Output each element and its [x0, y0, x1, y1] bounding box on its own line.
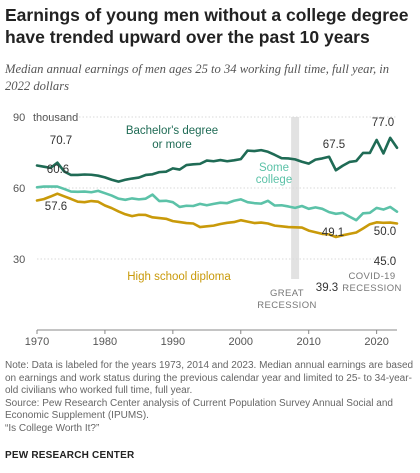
series-label: or more: [152, 139, 192, 151]
series-label: High school diploma: [127, 271, 231, 283]
great-recession-label: RECESSION: [257, 300, 317, 311]
data-label: 50.0: [374, 226, 396, 238]
data-label: 60.6: [47, 164, 69, 176]
x-tick-label: 1970: [25, 336, 49, 345]
x-tick-label: 1980: [93, 336, 117, 345]
footnote-block: Note: Data is labeled for the years 1973…: [5, 360, 417, 435]
x-tick-label: 1990: [161, 336, 185, 345]
data-label: 57.6: [45, 201, 67, 213]
great-recession-band: [291, 117, 300, 279]
chart-subtitle: Median annual earnings of men ages 25 to…: [5, 62, 390, 93]
x-tick-label: 2010: [296, 336, 320, 345]
y-unit-label: thousand: [33, 112, 78, 124]
y-tick-label: 30: [13, 254, 25, 266]
covid-recession-label: COVID-19: [348, 271, 395, 282]
y-tick-label: 90: [13, 112, 25, 124]
chart-title: Earnings of young men without a college …: [5, 5, 409, 47]
report-title: “Is College Worth It?”: [5, 422, 100, 434]
data-label: 49.1: [322, 227, 344, 239]
series-label: college: [256, 174, 292, 186]
series-line-2: [35, 192, 399, 239]
x-tick-label: 2020: [364, 336, 388, 345]
covid-recession-label: RECESSION: [342, 283, 402, 294]
x-tick-label: 2000: [229, 336, 253, 345]
y-tick-label: 60: [13, 183, 25, 195]
brand-logo-text: PEW RESEARCH CENTER: [5, 450, 135, 461]
series-line-1: [35, 185, 399, 222]
data-label: 70.7: [50, 135, 72, 147]
note-text: Note: Data is labeled for the years 1973…: [5, 360, 414, 396]
data-label: 45.0: [374, 256, 396, 268]
data-label: 67.5: [323, 139, 345, 151]
data-label: 39.3: [316, 282, 338, 294]
series-line-0: [35, 136, 399, 183]
line-chart: 30 60 90 thousand 1970 1980 1990 2000 2010 2020 70…: [13, 112, 402, 345]
great-recession-label: GREAT: [270, 288, 304, 299]
source-text: Source: Pew Research Center analysis of …: [5, 397, 393, 422]
series-label: Bachelor's degree: [126, 125, 218, 137]
series-label: Some: [259, 162, 289, 174]
data-label: 77.0: [372, 117, 394, 129]
